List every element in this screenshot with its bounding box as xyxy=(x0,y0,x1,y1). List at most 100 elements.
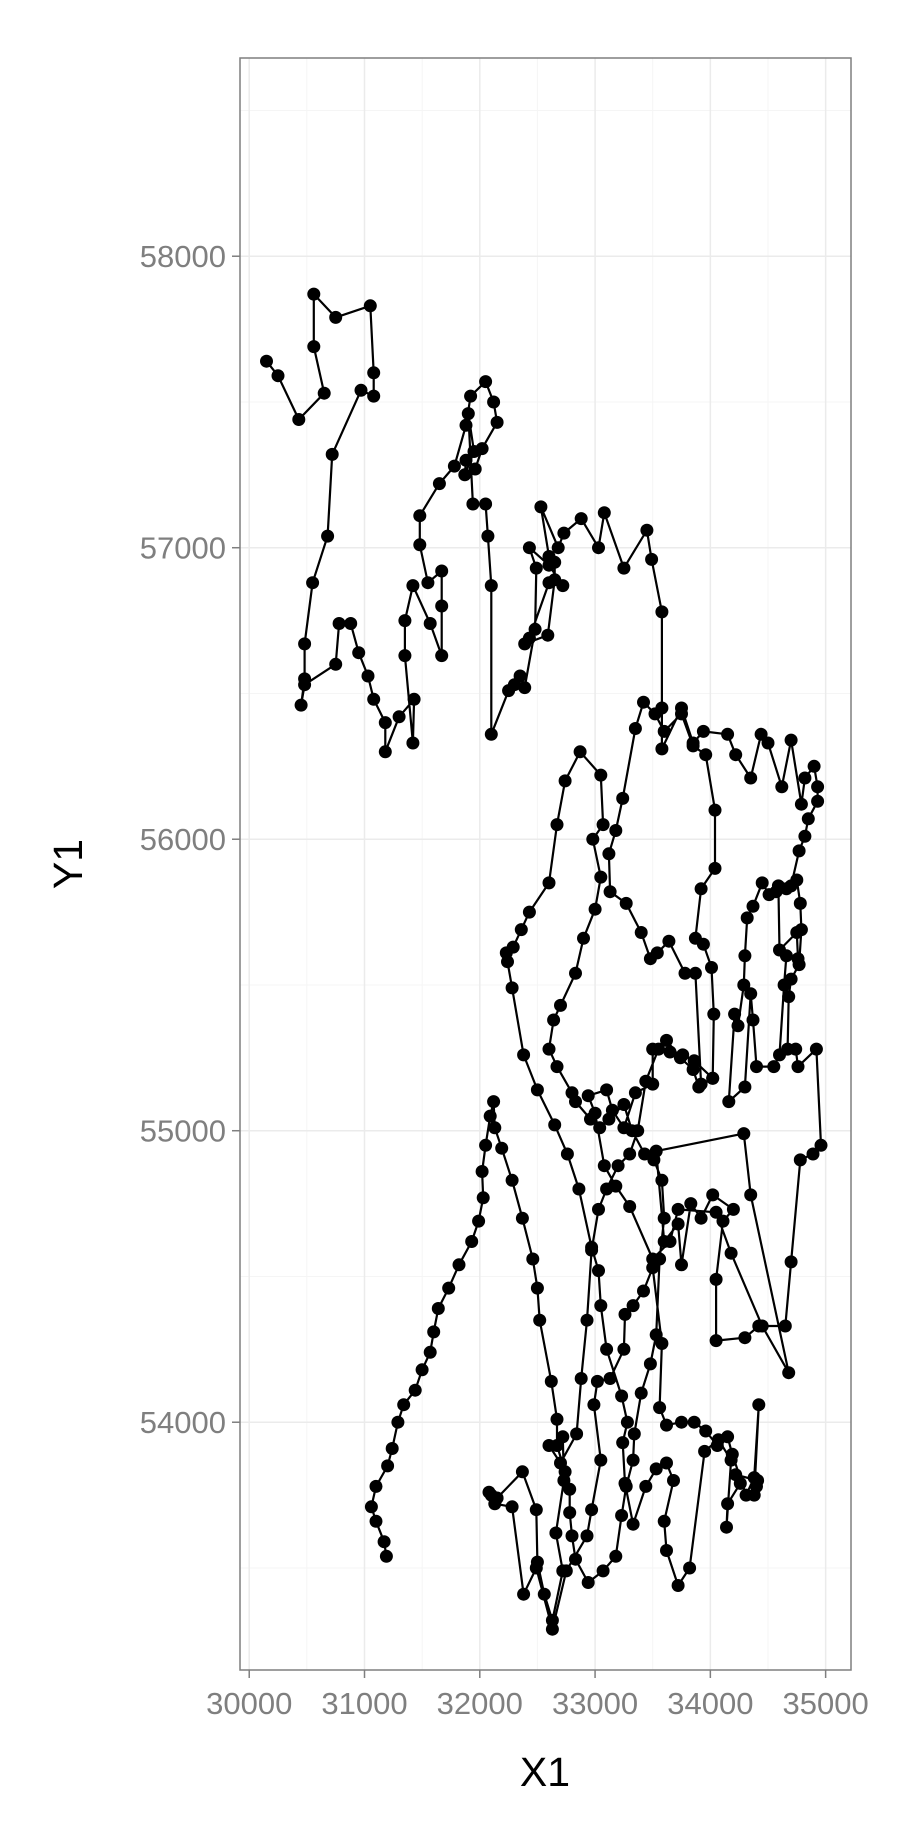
data-point xyxy=(378,745,392,759)
data-point xyxy=(671,1202,685,1216)
data-point xyxy=(708,803,722,817)
data-point xyxy=(459,453,473,467)
data-point xyxy=(581,1089,595,1103)
data-point xyxy=(634,926,648,939)
data-point xyxy=(577,931,590,945)
data-point xyxy=(517,1048,531,1062)
data-point xyxy=(529,1503,543,1517)
data-point xyxy=(481,529,495,543)
data-point xyxy=(811,780,825,794)
data-point xyxy=(530,1281,544,1295)
data-point xyxy=(637,1284,650,1298)
data-point xyxy=(534,500,548,514)
data-point xyxy=(513,669,527,683)
data-point xyxy=(574,1372,588,1385)
data-point xyxy=(306,576,320,590)
data-point xyxy=(541,628,555,642)
data-point xyxy=(709,1272,723,1286)
data-point xyxy=(490,415,504,429)
data-point xyxy=(397,1398,411,1412)
data-point xyxy=(699,1424,713,1438)
data-point xyxy=(637,695,650,709)
data-point xyxy=(809,1042,823,1056)
data-point xyxy=(779,882,793,896)
data-point xyxy=(684,1197,698,1211)
data-point xyxy=(706,1071,720,1085)
data-point xyxy=(442,1281,456,1295)
data-point xyxy=(724,1453,738,1467)
data-point xyxy=(466,497,480,511)
minor-grid xyxy=(240,58,851,1670)
data-point xyxy=(801,812,815,826)
data-point xyxy=(392,710,406,724)
data-point xyxy=(593,1121,607,1135)
data-point xyxy=(325,447,339,461)
data-point xyxy=(560,1147,574,1161)
data-point xyxy=(737,1127,751,1141)
data-point xyxy=(522,541,536,555)
data-point xyxy=(329,310,343,324)
data-point xyxy=(662,934,676,948)
data-point xyxy=(559,1564,573,1578)
x-tick-label: 30000 xyxy=(206,1686,292,1721)
data-point xyxy=(603,1372,617,1385)
data-point xyxy=(369,1514,383,1528)
data-point xyxy=(791,1060,805,1074)
data-point xyxy=(676,1048,690,1062)
data-point xyxy=(526,1252,540,1266)
data-point xyxy=(755,876,769,890)
data-point xyxy=(260,354,273,368)
data-point xyxy=(649,1462,663,1476)
data-point xyxy=(628,722,642,735)
data-point xyxy=(675,1258,688,1272)
data-point xyxy=(814,1138,828,1152)
data-point xyxy=(694,1077,708,1091)
data-point xyxy=(792,958,806,972)
data-point xyxy=(625,1124,639,1138)
data-point xyxy=(408,1383,422,1397)
data-point xyxy=(476,1191,490,1205)
y-axis-ticks: 54000 55000 56000 57000 58000 xyxy=(140,239,240,1440)
data-point xyxy=(611,1159,625,1173)
x-axis-title: X1 xyxy=(520,1749,570,1795)
x-tick-label: 33000 xyxy=(552,1686,638,1721)
data-point xyxy=(421,576,435,590)
data-point xyxy=(675,707,688,721)
data-point xyxy=(626,1299,640,1313)
data-point xyxy=(570,1427,584,1441)
data-point xyxy=(744,987,758,1001)
data-point xyxy=(505,981,519,995)
data-point xyxy=(657,1211,671,1225)
data-point xyxy=(271,369,285,383)
data-point xyxy=(617,1098,631,1111)
data-point xyxy=(597,1159,611,1173)
data-point xyxy=(600,1342,614,1356)
y-tick-label: 55000 xyxy=(140,1114,226,1149)
data-point xyxy=(594,768,608,782)
data-point xyxy=(616,1436,630,1450)
data-point xyxy=(600,1182,614,1196)
data-point xyxy=(367,366,381,380)
data-point xyxy=(726,1202,740,1216)
data-point xyxy=(364,1500,378,1514)
data-point xyxy=(423,617,437,630)
data-point xyxy=(406,736,420,750)
data-point xyxy=(292,413,306,426)
data-point xyxy=(515,1465,529,1479)
data-point xyxy=(646,1261,660,1275)
data-point xyxy=(597,506,611,520)
data-point xyxy=(731,1019,745,1033)
data-point xyxy=(728,1007,742,1021)
data-point xyxy=(569,966,582,980)
data-point xyxy=(619,896,633,910)
data-point xyxy=(549,1526,563,1540)
data-point xyxy=(594,1453,608,1467)
data-point xyxy=(754,727,768,741)
data-point xyxy=(447,459,461,473)
data-point xyxy=(435,649,449,663)
data-point xyxy=(667,1474,680,1487)
data-point xyxy=(484,579,498,593)
x-axis-ticks: 30000 31000 32000 33000 34000 35000 xyxy=(206,1670,869,1721)
data-point xyxy=(495,1141,509,1155)
data-point xyxy=(653,1252,667,1266)
